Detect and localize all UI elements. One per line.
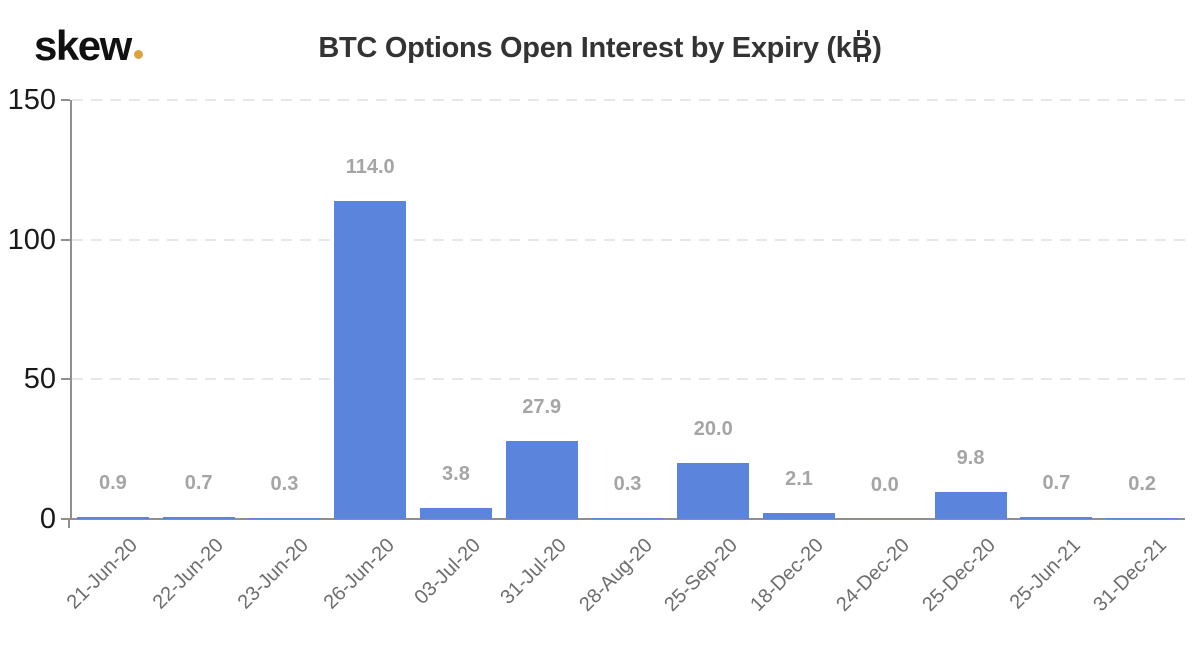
bar-value-label: 27.9 — [522, 396, 562, 419]
y-axis-tick — [61, 238, 70, 241]
bar-value-label: 0.3 — [270, 473, 299, 496]
bar — [419, 508, 492, 519]
bar-value-label: 3.8 — [442, 463, 470, 486]
bar-value-label: 9.8 — [956, 446, 985, 469]
bar — [763, 513, 836, 519]
x-tick-label: 21-Jun-20 — [62, 534, 142, 614]
gridline — [72, 378, 1185, 381]
bar — [76, 516, 149, 519]
gridline — [72, 99, 1185, 101]
bar-value-label: 0.7 — [184, 472, 213, 495]
x-tick-label: 03-Jul-20 — [410, 534, 485, 609]
x-tick-label: 25-Jun-21 — [1005, 534, 1086, 614]
y-tick-label: 100 — [7, 223, 56, 256]
x-tick-label: 24-Dec-20 — [832, 534, 914, 616]
x-axis-line — [68, 518, 1185, 520]
x-tick-label: 25-Sep-20 — [660, 534, 743, 616]
bar-value-label: 0.3 — [613, 473, 642, 496]
bar-value-label: 0.9 — [98, 471, 127, 494]
bar — [505, 441, 578, 519]
bar-value-label: 2.1 — [785, 468, 813, 491]
bar — [334, 200, 407, 519]
x-tick-label: 25-Dec-20 — [917, 534, 1000, 616]
chart-title-suffix: ) — [872, 32, 882, 64]
x-tick-label: 22-Jun-20 — [148, 534, 228, 614]
x-axis-corner-tick — [68, 519, 70, 528]
x-tick-label: 26-Jun-20 — [319, 534, 400, 614]
bar — [591, 518, 664, 519]
bar — [162, 517, 235, 519]
skew-logo: skew — [34, 22, 143, 70]
y-axis-tick — [61, 378, 70, 381]
bar — [1020, 517, 1093, 519]
bar — [1106, 518, 1179, 519]
chart-title: BTC Options Open Interest by Expiry (kB) — [0, 30, 1200, 65]
skew-logo-text: skew — [34, 22, 132, 69]
bar — [677, 463, 750, 519]
x-tick-label: 28-Aug-20 — [574, 534, 657, 616]
chart-title-prefix: BTC Options Open Interest by Expiry (k — [318, 32, 852, 64]
bar-value-label: 114.0 — [345, 155, 395, 178]
x-tick-label: 31-Jul-20 — [496, 534, 571, 609]
x-tick-label: 18-Dec-20 — [746, 534, 828, 616]
y-tick-label: 0 — [39, 503, 56, 535]
bar-value-label: 20.0 — [693, 418, 733, 441]
y-axis-tick — [61, 518, 70, 520]
skew-logo-dot-icon — [133, 50, 143, 59]
bar-value-label: 0.0 — [870, 474, 899, 496]
gridline — [72, 238, 1185, 241]
y-tick-label: 50 — [23, 363, 56, 396]
y-tick-label: 150 — [7, 84, 56, 116]
bar-value-label: 0.2 — [1128, 473, 1157, 496]
y-axis-line — [70, 100, 72, 519]
plot-area: 0 50 100 150 0.9 21-Jun-20 0.7 22-Jun-20 0.3 23-J… — [8, 84, 1185, 616]
x-tick-label: 31-Dec-21 — [1089, 534, 1171, 616]
y-axis-tick — [61, 99, 70, 101]
bar — [934, 491, 1007, 519]
bitcoin-symbol-icon: B — [851, 30, 873, 64]
bar-value-label: 0.7 — [1042, 472, 1071, 495]
x-tick-label: 23-Jun-20 — [234, 534, 314, 614]
bar — [248, 518, 321, 519]
